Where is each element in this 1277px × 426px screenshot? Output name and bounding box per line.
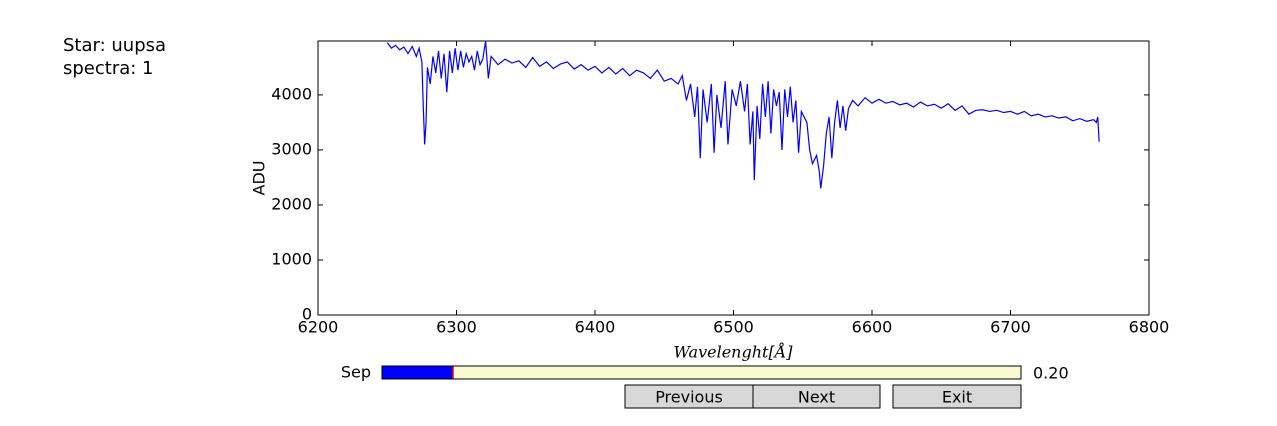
slider-track[interactable] — [381, 365, 1022, 380]
y-tick-label: 1000 — [271, 249, 312, 268]
spectrum-line — [386, 40, 1100, 189]
slider-fill — [382, 366, 453, 379]
slider-value: 0.20 — [1033, 364, 1069, 383]
x-tick-label: 6600 — [852, 318, 893, 337]
slider-border — [381, 365, 1022, 380]
button-label[interactable]: Next — [798, 388, 835, 407]
y-tick-label: 0 — [302, 305, 312, 324]
star-label: Star: uupsa — [63, 35, 166, 56]
x-tick-label: 6200 — [298, 318, 339, 337]
button[interactable] — [752, 384, 881, 409]
x-tick-label: 6400 — [575, 318, 616, 337]
y-tick-label: 3000 — [271, 139, 312, 158]
x-tick-label: 6300 — [436, 318, 477, 337]
slider-label: Sep — [341, 363, 371, 382]
x-tick-label: 6700 — [990, 318, 1031, 337]
button-label[interactable]: Exit — [942, 388, 972, 407]
button[interactable] — [892, 384, 1022, 409]
x-tick-label: 6500 — [713, 318, 754, 337]
spectra-label: spectra: 1 — [63, 58, 154, 79]
plot-area — [317, 40, 1150, 316]
y-axis-label: ADU — [250, 161, 269, 196]
x-axis-label: Wavelenght[Å] — [673, 342, 793, 362]
y-tick-label: 4000 — [271, 84, 312, 103]
y-tick-label: 2000 — [271, 194, 312, 213]
x-tick-label: 6800 — [1129, 318, 1170, 337]
button-label[interactable]: Previous — [655, 388, 723, 407]
